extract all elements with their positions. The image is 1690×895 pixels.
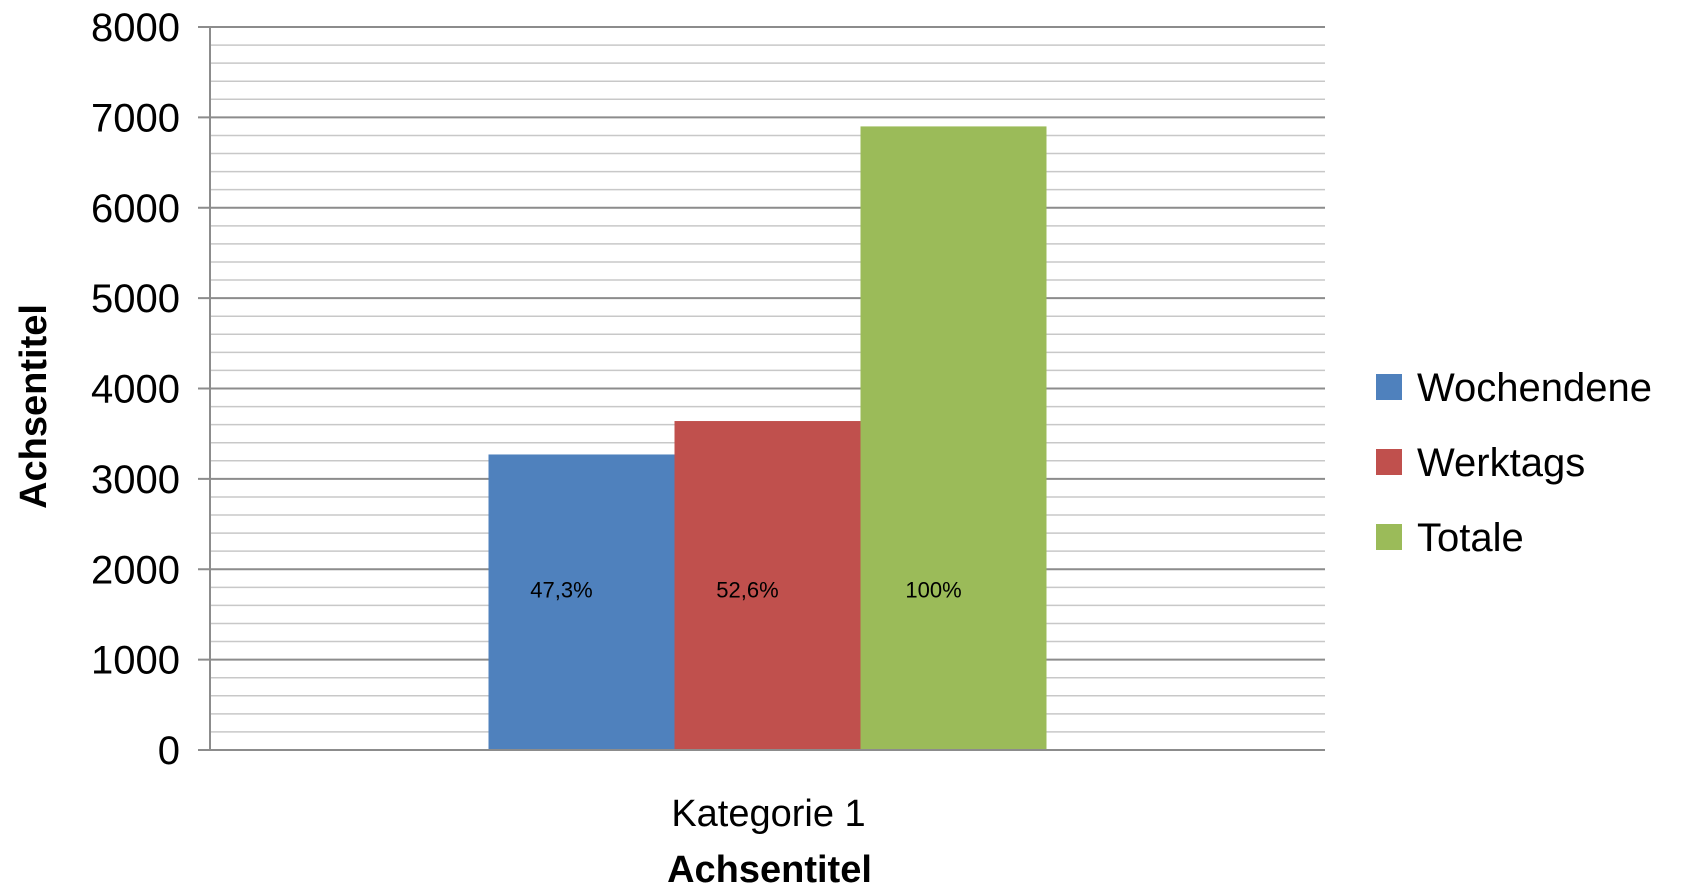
y-tick-label: 4000	[91, 368, 180, 412]
x-category-label: Kategorie 1	[671, 793, 865, 835]
legend-label-werktags: Werktags	[1417, 441, 1585, 485]
bar-werktags	[674, 421, 861, 750]
legend-swatch-wochendene	[1376, 374, 1402, 400]
data-label-totale: 100%	[905, 577, 961, 602]
legend-swatch-werktags	[1376, 449, 1402, 475]
y-tick-label: 0	[158, 729, 180, 773]
y-axis-title: Achsentitel	[13, 304, 55, 509]
legend-label-totale: Totale	[1417, 516, 1524, 560]
legend-label-wochendene: Wochendene	[1417, 366, 1652, 410]
axes	[198, 27, 1325, 751]
y-tick-label: 1000	[91, 639, 180, 683]
y-tick-label: 5000	[91, 277, 180, 321]
bar-wochendene	[488, 454, 675, 750]
bars-group	[488, 126, 1047, 751]
bar-totale	[860, 126, 1047, 751]
data-labels: 47,3% 52,6% 100%	[530, 577, 961, 602]
legend-swatch-totale	[1376, 524, 1402, 550]
y-tick-label: 2000	[91, 548, 180, 592]
y-tick-label: 6000	[91, 187, 180, 231]
y-tick-label: 7000	[91, 96, 180, 140]
x-axis-title: Achsentitel	[667, 849, 872, 891]
legend: Wochendene Werktags Totale	[1376, 366, 1652, 560]
y-tick-label: 3000	[91, 458, 180, 502]
y-tick-labels: 0 1000 2000 3000 4000 5000 6000 7000 8000	[91, 6, 180, 773]
data-label-wochendene: 47,3%	[530, 577, 592, 602]
data-label-werktags: 52,6%	[716, 577, 778, 602]
y-tick-label: 8000	[91, 6, 180, 50]
